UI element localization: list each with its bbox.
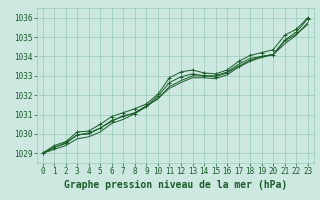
X-axis label: Graphe pression niveau de la mer (hPa): Graphe pression niveau de la mer (hPa)	[64, 180, 287, 190]
